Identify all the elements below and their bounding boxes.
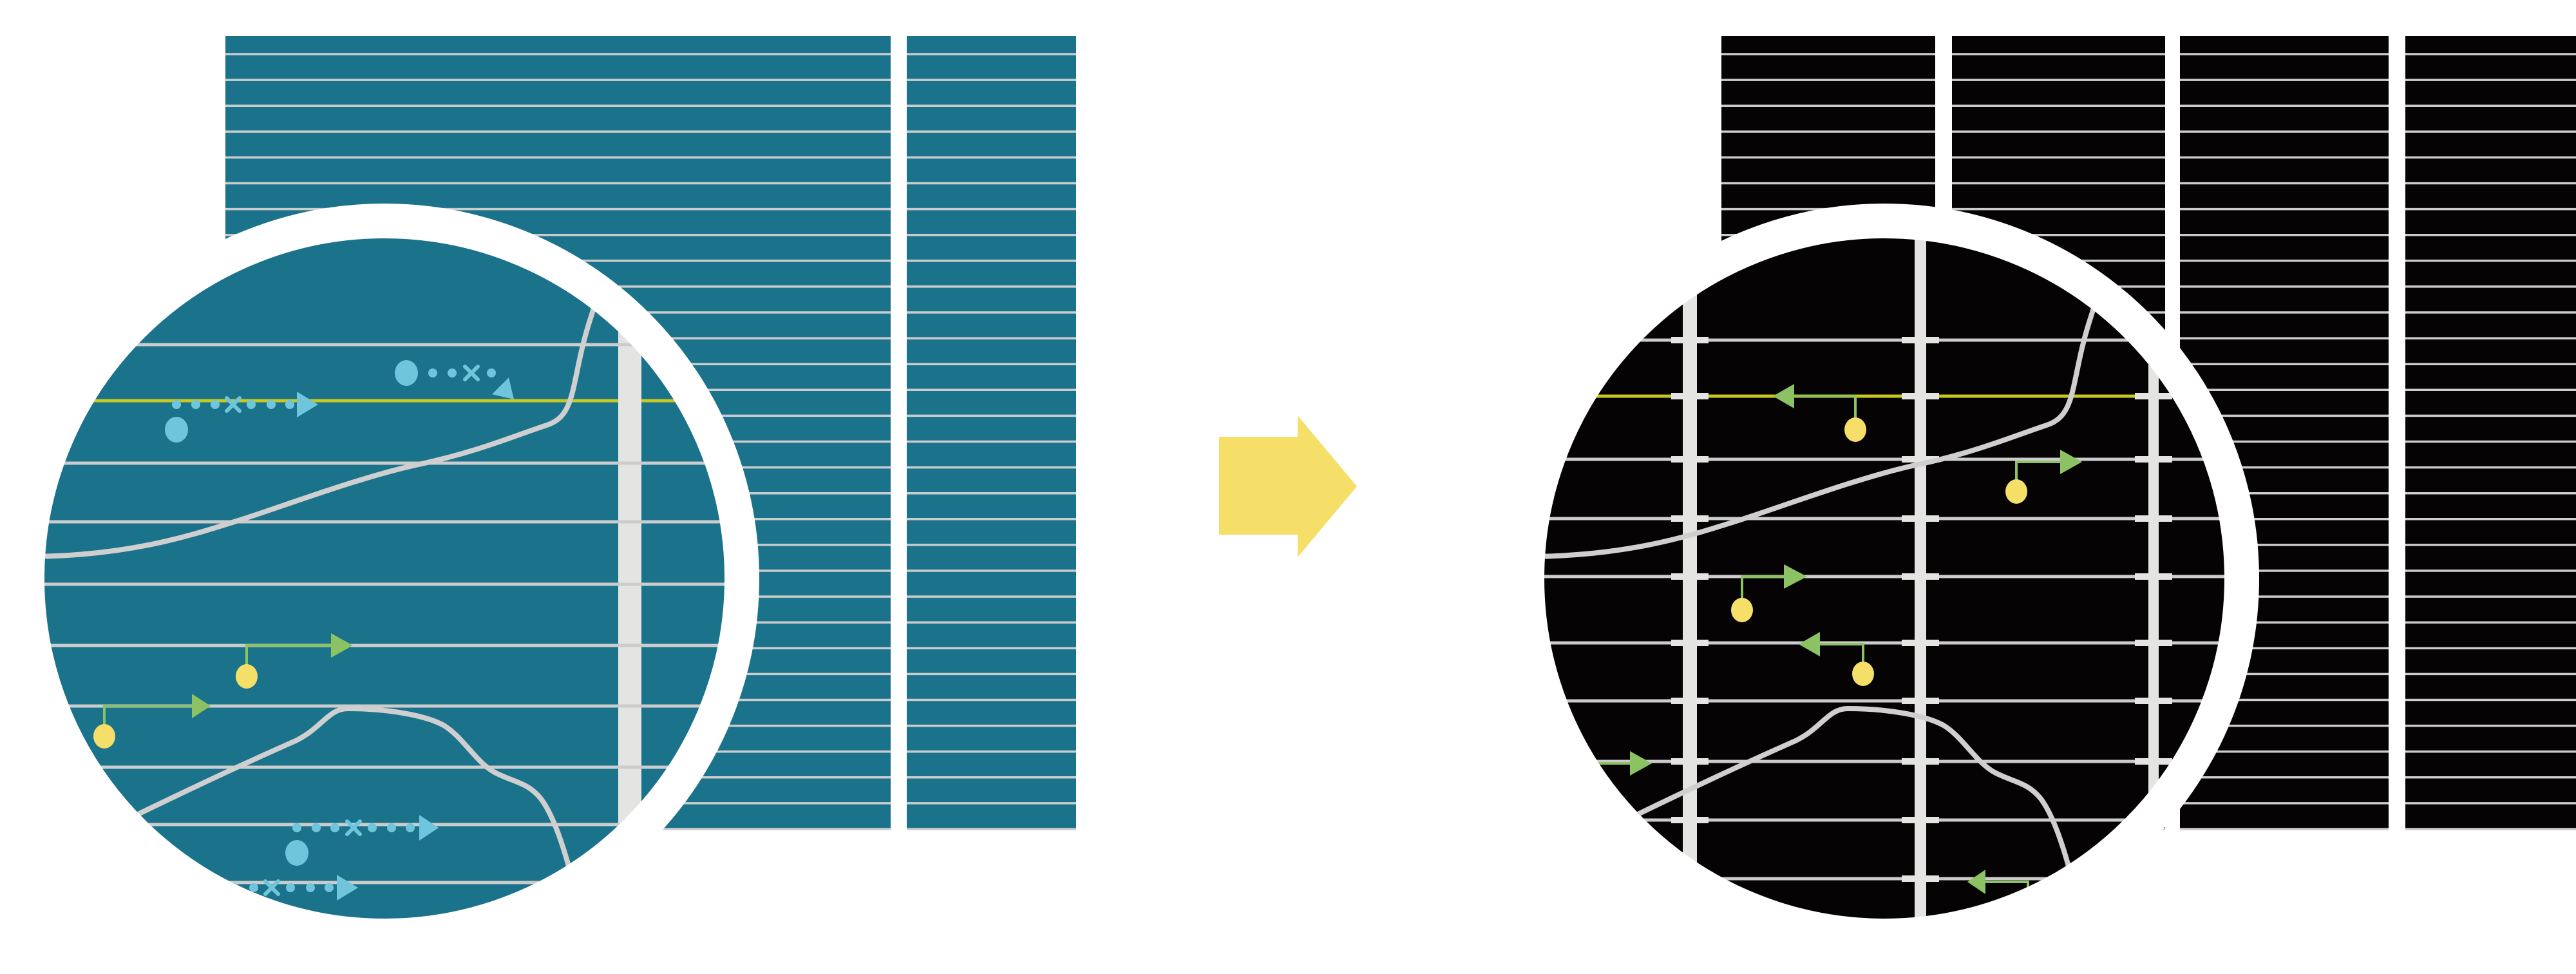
blue-dot bbox=[211, 400, 220, 409]
bar-tick bbox=[1671, 515, 1709, 522]
blue-dot bbox=[387, 823, 396, 832]
right-magnifier bbox=[1510, 204, 2259, 953]
bar-tick bbox=[1671, 573, 1709, 580]
x-mark-icon bbox=[345, 819, 362, 836]
arrow-head-icon bbox=[492, 377, 514, 399]
bar-tick bbox=[1902, 456, 1939, 463]
pin-marker bbox=[2005, 450, 2082, 504]
arrow-right-icon bbox=[1630, 751, 1652, 776]
arrow-left-icon bbox=[1773, 384, 1794, 408]
curve-line bbox=[1544, 269, 2108, 559]
curve-line bbox=[44, 705, 589, 919]
blue-symbol-row bbox=[165, 392, 318, 443]
blue-large-dot bbox=[165, 417, 188, 443]
blue-dot bbox=[406, 823, 415, 832]
yellow-dot bbox=[1852, 662, 1874, 686]
blue-dot bbox=[312, 823, 321, 832]
pin-marker bbox=[1773, 384, 1866, 442]
bar-tick bbox=[2135, 640, 2172, 646]
bar-tick bbox=[1671, 640, 1709, 646]
arrow-right-icon bbox=[2060, 450, 2082, 474]
bar-tick bbox=[2135, 698, 2172, 704]
bar-tick bbox=[1902, 817, 1939, 823]
blue-dot bbox=[306, 883, 315, 892]
yellow-dot bbox=[1731, 598, 1753, 622]
bar-tick bbox=[1902, 393, 1939, 399]
right-arrow-icon bbox=[1219, 415, 1357, 557]
bar-tick bbox=[2135, 875, 2172, 882]
blue-symbol-row bbox=[395, 360, 514, 399]
magnified-view bbox=[1544, 238, 2225, 941]
left-magnifier bbox=[10, 204, 759, 953]
blue-dot bbox=[428, 368, 437, 377]
bar-tick bbox=[1902, 698, 1939, 704]
arrow-head-icon bbox=[337, 875, 358, 901]
blue-dot bbox=[285, 400, 294, 409]
yellow-dot bbox=[1844, 417, 1866, 442]
bar-tick bbox=[1671, 393, 1709, 399]
bar-tick bbox=[2135, 758, 2172, 765]
bar-tick bbox=[2135, 393, 2172, 399]
bar-tick bbox=[1902, 337, 1939, 343]
bar-tick bbox=[1671, 337, 1709, 343]
yellow-dot bbox=[93, 724, 115, 749]
blue-dot bbox=[292, 823, 301, 832]
blue-dot bbox=[368, 823, 377, 832]
blue-dot bbox=[325, 883, 334, 892]
arrow-head-icon bbox=[419, 815, 439, 841]
arrow-right-icon bbox=[192, 694, 211, 718]
blue-large-dot bbox=[285, 840, 308, 866]
curve-line bbox=[44, 269, 608, 559]
bar-tick bbox=[1902, 515, 1939, 522]
bar-tick bbox=[2135, 573, 2172, 580]
magnifier-ring bbox=[1510, 204, 2259, 953]
blue-dot bbox=[247, 400, 256, 409]
bar-tick bbox=[1902, 640, 1939, 646]
magnifier-ring bbox=[10, 204, 759, 953]
curve-line bbox=[1544, 705, 2088, 919]
arrow-right-icon bbox=[1784, 564, 1807, 589]
pin-marker bbox=[1799, 632, 1874, 686]
panel-column bbox=[907, 36, 1076, 830]
arrow-left-icon bbox=[1799, 632, 1820, 656]
x-mark-icon bbox=[263, 879, 280, 896]
blue-large-dot bbox=[395, 360, 418, 386]
arrow-head-icon bbox=[297, 392, 318, 417]
magnified-view bbox=[44, 238, 725, 919]
blue-symbol-row bbox=[285, 815, 439, 866]
bar-tick bbox=[1902, 573, 1939, 580]
blue-dot bbox=[286, 883, 295, 892]
blue-dot bbox=[249, 883, 258, 892]
x-mark-icon bbox=[225, 396, 242, 413]
pin-marker bbox=[1731, 564, 1807, 622]
bar-tick bbox=[1902, 758, 1939, 765]
bar-tick bbox=[2135, 934, 2172, 941]
blue-dot bbox=[172, 400, 181, 409]
blue-dot bbox=[267, 400, 276, 409]
yellow-dot bbox=[2005, 479, 2027, 504]
bar-tick bbox=[1671, 698, 1709, 704]
blue-dot bbox=[191, 400, 200, 409]
bar-tick bbox=[1671, 758, 1709, 765]
bar-tick bbox=[1671, 934, 1709, 941]
blue-dot bbox=[487, 368, 496, 377]
bar-tick bbox=[1671, 456, 1709, 463]
bar-tick bbox=[2135, 456, 2172, 463]
pin-marker bbox=[236, 633, 353, 689]
blue-dot bbox=[330, 823, 339, 832]
yellow-dot bbox=[236, 664, 258, 689]
arrow-left-icon bbox=[1967, 870, 1985, 894]
blue-dot bbox=[448, 368, 457, 377]
x-mark-icon bbox=[463, 365, 480, 381]
arrow-right-icon bbox=[331, 633, 353, 658]
bar-tick bbox=[2135, 515, 2172, 522]
pin-marker bbox=[93, 694, 211, 749]
panel-column bbox=[2405, 36, 2576, 830]
bar-tick bbox=[1671, 817, 1709, 823]
bar-tick bbox=[1902, 875, 1939, 882]
